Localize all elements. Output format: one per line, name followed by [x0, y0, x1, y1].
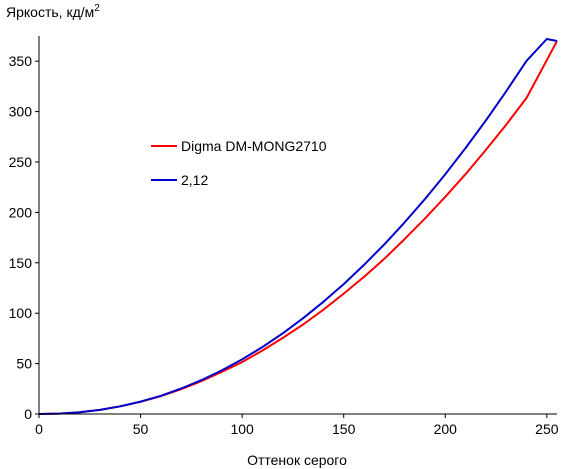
y-axis-title-superscript: 2 [94, 3, 100, 14]
x-axis-title: Оттенок серого [247, 452, 347, 468]
x-tick-label: 50 [133, 421, 149, 437]
x-tick-label: 200 [434, 421, 458, 437]
y-axis-ticks: 0 50 100 150 200 250 300 350 [9, 53, 39, 422]
legend-label-2: 2,12 [181, 172, 208, 188]
axes [38, 36, 557, 415]
legend: Digma DM-MONG2710 2,12 [151, 138, 327, 188]
plot-lines [38, 38, 558, 415]
y-tick-label: 150 [9, 255, 33, 271]
y-tick-label: 300 [9, 104, 33, 120]
y-tick-label: 0 [24, 406, 32, 422]
series-line-2 [38, 38, 558, 415]
svg-text:Яркость, кд/м2: Яркость, кд/м2 [6, 3, 100, 20]
y-tick-label: 200 [9, 204, 33, 220]
x-tick-label: 0 [35, 421, 43, 437]
legend-label-1: Digma DM-MONG2710 [181, 138, 327, 154]
y-tick-label: 100 [9, 305, 33, 321]
y-axis-title-text: Яркость, кд/м [6, 4, 94, 20]
x-tick-label: 150 [332, 421, 356, 437]
y-tick-label: 350 [9, 53, 33, 69]
y-axis-title: Яркость, кд/м2 [6, 3, 100, 20]
x-tick-label: 100 [230, 421, 254, 437]
y-tick-label: 50 [16, 356, 32, 372]
y-tick-label: 250 [9, 154, 33, 170]
x-axis-ticks: 0 50 100 150 200 250 [35, 414, 559, 437]
series-line-1 [38, 40, 558, 415]
x-tick-label: 250 [535, 421, 559, 437]
